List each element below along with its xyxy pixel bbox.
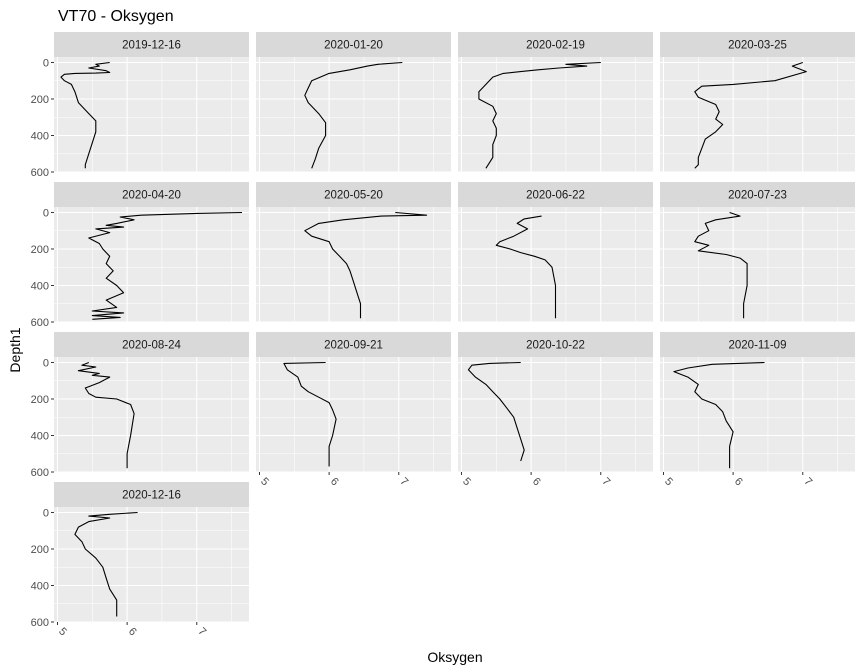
panel-background — [458, 57, 653, 172]
facet-strip — [458, 332, 653, 357]
oxygen-profile-line — [478, 61, 601, 169]
facet-strip-label: 2020-07-23 — [728, 190, 787, 202]
y-tick-label: 200 — [31, 94, 49, 106]
facet-strip-label: 2020-12-16 — [122, 490, 181, 502]
facet-strip-label: 2020-04-20 — [122, 190, 181, 202]
panel-background — [256, 57, 451, 172]
facet-panel-2020-02-19: 2020-02-19 — [458, 32, 653, 173]
x-tick-label: 5 — [56, 625, 69, 638]
facet-panel-2020-04-20: 2020-04-20 0 200 400 600 — [31, 182, 249, 329]
facet-strip-label: 2020-10-22 — [526, 340, 585, 352]
oxygen-profile-line — [694, 61, 807, 169]
facet-strip — [660, 332, 855, 357]
panel-background — [54, 57, 249, 172]
facet-strip-label: 2020-01-20 — [324, 40, 383, 52]
facet-panel-2020-08-24: 2020-08-24 0 200 400 600 — [31, 332, 249, 479]
y-tick-label: 0 — [43, 57, 49, 69]
x-tick-label: 6 — [126, 625, 139, 638]
x-tick-label: 6 — [328, 475, 341, 488]
oxygen-profile-line — [74, 511, 138, 617]
oxygen-profile-line — [283, 361, 337, 467]
x-tick-label: 7 — [801, 475, 814, 488]
x-axis-title: Oksygen — [427, 649, 482, 665]
facet-strip — [458, 32, 653, 57]
facet-strip — [54, 32, 249, 57]
facet-strip-label: 2020-03-25 — [728, 40, 787, 52]
oxygen-profile-line — [673, 361, 765, 469]
facet-strip-label: 2020-02-19 — [526, 40, 585, 52]
oxygen-profile-line — [60, 61, 111, 169]
facet-panel-2020-09-21: 2020-09-21 5 6 7 — [256, 332, 451, 488]
oxygen-profile-line — [467, 361, 525, 462]
oxygen-profile-line — [88, 211, 243, 320]
facet-strip — [54, 332, 249, 357]
x-tick-label: 7 — [397, 475, 410, 488]
facet-panel-2020-12-16: 2020-12-16 0 200 400 600 5 6 7 — [31, 482, 249, 638]
facet-panel-2020-06-22: 2020-06-22 — [458, 182, 653, 323]
facet-strip — [54, 182, 249, 207]
facet-panel-2020-07-23: 2020-07-23 — [660, 182, 855, 323]
facet-strip — [54, 482, 249, 507]
oxygen-profile-line — [304, 61, 403, 169]
x-tick-label: 6 — [732, 475, 745, 488]
y-tick-label: 200 — [31, 244, 49, 256]
facet-panel-2020-10-22: 2020-10-22 5 6 7 — [458, 332, 653, 488]
facet-strip-label: 2020-09-21 — [324, 340, 383, 352]
facet-strip — [660, 32, 855, 57]
y-axis-title: Depth1 — [7, 327, 23, 372]
facet-strip — [256, 182, 451, 207]
facet-strip-label: 2020-05-20 — [324, 190, 383, 202]
x-tick-label: 7 — [599, 475, 612, 488]
y-tick-label: 600 — [31, 317, 49, 329]
facet-panel-2020-05-20: 2020-05-20 — [256, 182, 451, 323]
oxygen-profile-line — [304, 211, 428, 319]
facet-strip-label: 2020-08-24 — [122, 340, 181, 352]
panel-background — [54, 207, 249, 322]
y-tick-label: 600 — [31, 617, 49, 629]
facet-strip-label: 2019-12-16 — [122, 40, 181, 52]
y-tick-label: 0 — [43, 357, 49, 369]
y-tick-label: 400 — [31, 580, 49, 592]
y-tick-label: 400 — [31, 280, 49, 292]
panel-background — [458, 357, 653, 472]
panel-background — [256, 207, 451, 322]
oxygen-profile-line — [694, 211, 748, 319]
panel-background — [660, 357, 855, 472]
facet-strip — [256, 332, 451, 357]
panel-background — [54, 357, 249, 472]
x-tick-label: 5 — [258, 475, 271, 488]
y-tick-label: 400 — [31, 130, 49, 142]
panel-background — [256, 357, 451, 472]
facet-panel-2020-11-09: 2020-11-09 5 6 7 — [660, 332, 855, 488]
oxygen-profile-line — [495, 215, 557, 319]
x-tick-label: 5 — [460, 475, 473, 488]
x-tick-label: 7 — [195, 625, 208, 638]
x-tick-label: 6 — [530, 475, 543, 488]
y-tick-label: 600 — [31, 467, 49, 479]
panel-background — [660, 207, 855, 322]
facet-strip — [256, 32, 451, 57]
facet-strip-label: 2020-06-22 — [526, 190, 585, 202]
facet-strip — [458, 182, 653, 207]
facet-panel-2020-03-25: 2020-03-25 — [660, 32, 855, 173]
y-tick-label: 200 — [31, 544, 49, 556]
y-tick-label: 400 — [31, 430, 49, 442]
x-tick-label: 5 — [662, 475, 675, 488]
facet-strip — [660, 182, 855, 207]
oxygen-profile-line — [77, 361, 135, 469]
chart-title: VT70 - Oksygen — [58, 8, 174, 25]
facet-strip-label: 2020-11-09 — [729, 340, 787, 352]
y-tick-label: 200 — [31, 394, 49, 406]
facet-panel-2020-01-20: 2020-01-20 — [256, 32, 451, 173]
panel-background — [54, 507, 249, 622]
panel-background — [660, 57, 855, 172]
y-tick-label: 0 — [43, 507, 49, 519]
y-tick-label: 0 — [43, 207, 49, 219]
y-tick-label: 600 — [31, 167, 49, 179]
facet-panel-2019-12-16: 2019-12-16 0 200 400 600 — [31, 32, 249, 179]
